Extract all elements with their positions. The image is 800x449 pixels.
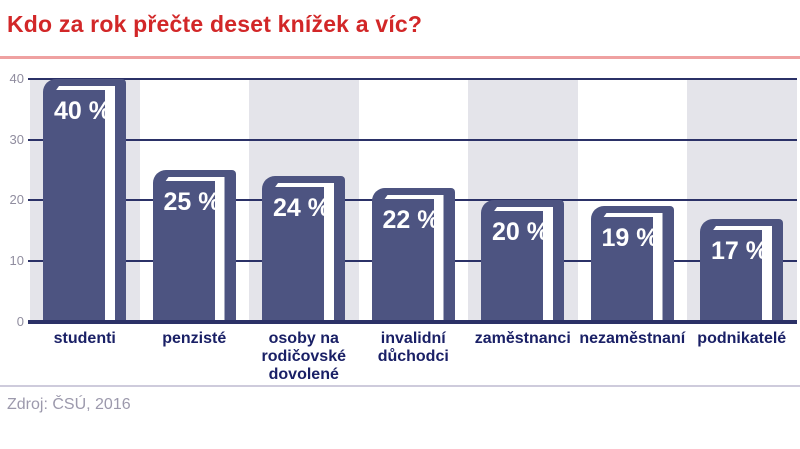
book-bar: 22 % (371, 188, 455, 322)
x-axis-label: podnikatelé (697, 330, 787, 347)
bar-value-label: 22 % (382, 206, 440, 234)
y-axis-tick-label: 10 (9, 253, 24, 269)
book-bar: 19 % (590, 206, 674, 322)
book-bar: 24 % (262, 176, 345, 322)
chart-title: Kdo za rok přečte deset knížek a víc? (7, 11, 423, 37)
x-axis-label: studenti (53, 330, 116, 347)
book-bar: 25 % (152, 170, 236, 322)
y-axis-tick-label: 30 (9, 131, 24, 147)
title-underline (0, 56, 800, 59)
x-axis-label: invalidní důchodci (377, 330, 449, 365)
source-divider (0, 385, 800, 387)
bar-value-label: 24 % (273, 194, 330, 222)
y-axis-tick-label: 40 (9, 70, 24, 86)
book-bar: 40 % (43, 79, 126, 322)
gridline (28, 77, 797, 80)
bar-value-label: 20 % (492, 218, 549, 246)
bar-value-label: 19 % (601, 224, 659, 252)
bar-value-label: 40 % (54, 97, 111, 125)
x-axis-label: penzisté (162, 330, 227, 347)
x-axis-baseline (28, 320, 797, 324)
source-note: Zdroj: ČSÚ, 2016 (7, 396, 131, 413)
bar-value-label: 17 % (711, 237, 768, 265)
y-axis-tick-label: 0 (16, 314, 24, 329)
gridline (28, 138, 797, 141)
y-axis-tick-label: 20 (9, 192, 24, 208)
x-axis-label: nezaměstnaní (579, 330, 686, 347)
book-bar: 17 % (700, 219, 783, 322)
bar-value-label: 25 % (163, 188, 221, 216)
x-axis-label: osoby na rodičovské dovolené (261, 330, 346, 383)
x-axis-label: zaměstnanci (474, 330, 571, 347)
book-bar: 20 % (481, 200, 564, 322)
